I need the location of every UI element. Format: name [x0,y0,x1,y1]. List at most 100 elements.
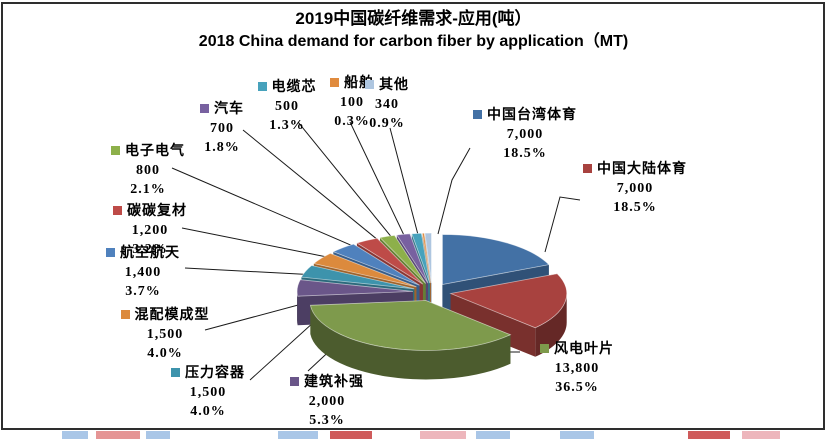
legend-marker [330,78,339,87]
leader-line-10 [297,121,407,256]
pie-label-percent: 5.3% [309,413,345,428]
legend-marker [171,368,180,377]
pie-label-percent: 2.1% [130,182,166,197]
pie-slice-4 [300,265,415,290]
pie-label-percent: 18.5% [503,146,547,161]
chart-subtitle: 2018 China demand for carbon fiber by ap… [198,33,629,50]
pie-label-percent: 3.7% [125,284,161,299]
legend-marker [365,80,374,89]
legend-marker [113,206,122,215]
pie-label: 建筑补强 2,000 5.3% [262,373,392,430]
pie-label: 其他 340 0.9% [322,76,452,133]
pie-label-value: 13,800 [554,361,600,376]
pie-label: 中国大陆体育 7,000 18.5% [570,160,700,217]
pie-slice-1 [449,273,568,329]
pie-label-name: 中国台湾体育 [487,108,577,123]
pie-label-name: 压力容器 [185,366,245,381]
pie-label: 压力容器 1,500 4.0% [143,364,273,421]
legend-marker [290,377,299,386]
pie-label-value: 340 [375,97,399,112]
leader-line-0 [437,147,471,235]
title-block: 2019中国碳纤维需求-应用(吨） 2018 China demand for … [0,7,827,53]
pie-label-percent: 18.5% [613,200,657,215]
pie-slice-7 [355,237,424,285]
pie-label: 碳碳复材 1,200 3.2% [85,202,215,259]
legend-marker [583,164,592,173]
pie-slice-wall-1 [535,293,567,357]
pie-label-name: 航空航天 [120,246,180,261]
pie-label-value: 700 [210,121,234,136]
pie-slice-8 [379,234,427,284]
legend-marker [200,104,209,113]
pie-label-name: 碳碳复材 [127,204,187,219]
leader-line-9 [242,129,401,259]
pie-slices [296,232,568,380]
pie-label: 中国台湾体育 7,000 18.5% [460,106,590,163]
watermark-fragment [62,431,88,439]
pie-label-value: 1,500 [146,327,184,342]
pie-label-value: 1,400 [124,265,162,280]
pie-label-percent: 1.8% [204,140,240,155]
pie-label-name: 建筑补强 [304,375,364,390]
leader-line-12 [389,127,423,251]
pie-label-value: 100 [340,95,364,110]
watermark-fragment [146,431,170,439]
pie-label-value: 2,000 [308,394,346,409]
legend-marker [257,82,267,91]
pie-label-name: 中国大陆体育 [597,162,687,177]
pie-slice-face-1-1 [450,293,536,357]
pie-label-name: 汽车 [214,102,244,117]
watermark-fragment [476,431,510,439]
chart-border [1,2,825,430]
pie-label-value: 1,500 [189,385,227,400]
chart-title: 2019中国碳纤维需求-应用(吨） [295,9,532,28]
pie-label-name: 风电叶片 [554,342,614,357]
pie-label-percent: 0.9% [369,116,405,131]
pie-label: 风电叶片 13,800 36.5% [512,340,642,397]
watermark-fragment [560,431,594,439]
pie-label-percent: 36.5% [555,380,599,395]
pie-label: 航空航天 1,400 3.7% [78,244,208,301]
pie-label-name: 电子电气 [125,144,185,159]
pie-label-percent: 0.3% [334,114,370,129]
pie-label-value: 500 [275,99,299,114]
pie-label: 电缆芯 500 1.3% [222,78,352,135]
pie-label: 混配模成型 1,500 4.0% [100,306,230,363]
pie-label: 汽车 700 1.8% [157,100,287,157]
pie-label-percent: 4.0% [147,346,183,361]
pie-label-value: 800 [136,163,160,178]
pie-slice-wall-3 [297,291,298,326]
watermark-fragment [330,431,372,439]
pie-slice-wall-2 [310,305,511,380]
watermark-fragment [420,431,466,439]
legend-marker [540,344,549,353]
legend-marker [473,110,482,119]
pie-label: 电子电气 800 2.1% [83,142,213,199]
pie-label-name: 混配模成型 [134,308,210,323]
pie-slice-12 [424,232,432,284]
pie-slice-10 [411,232,431,284]
watermark-fragment [688,431,730,439]
pie-label-percent: 3.2% [132,242,168,257]
pie-label-percent: 1.3% [269,118,305,133]
watermark-fragment [278,431,318,439]
pie-slice-6 [332,243,420,286]
pie-label-value: 7,000 [506,127,544,142]
legend-marker [120,310,130,319]
leader-line-11 [349,121,413,253]
pie-slice-9 [396,233,429,284]
pie-slice-3 [296,279,414,297]
pie-label-name: 其他 [379,78,409,93]
pie-label-value: 1,200 [131,223,169,238]
pie-slice-2 [309,300,512,351]
pie-label-name: 电缆芯 [271,80,317,95]
pie-slice-11 [421,232,432,284]
legend-marker [106,248,115,257]
legend-marker [111,146,120,155]
pie-slice-5 [312,252,417,288]
watermark-fragment [96,431,140,439]
leader-line-1 [544,196,581,253]
watermark-fragment [742,431,780,439]
